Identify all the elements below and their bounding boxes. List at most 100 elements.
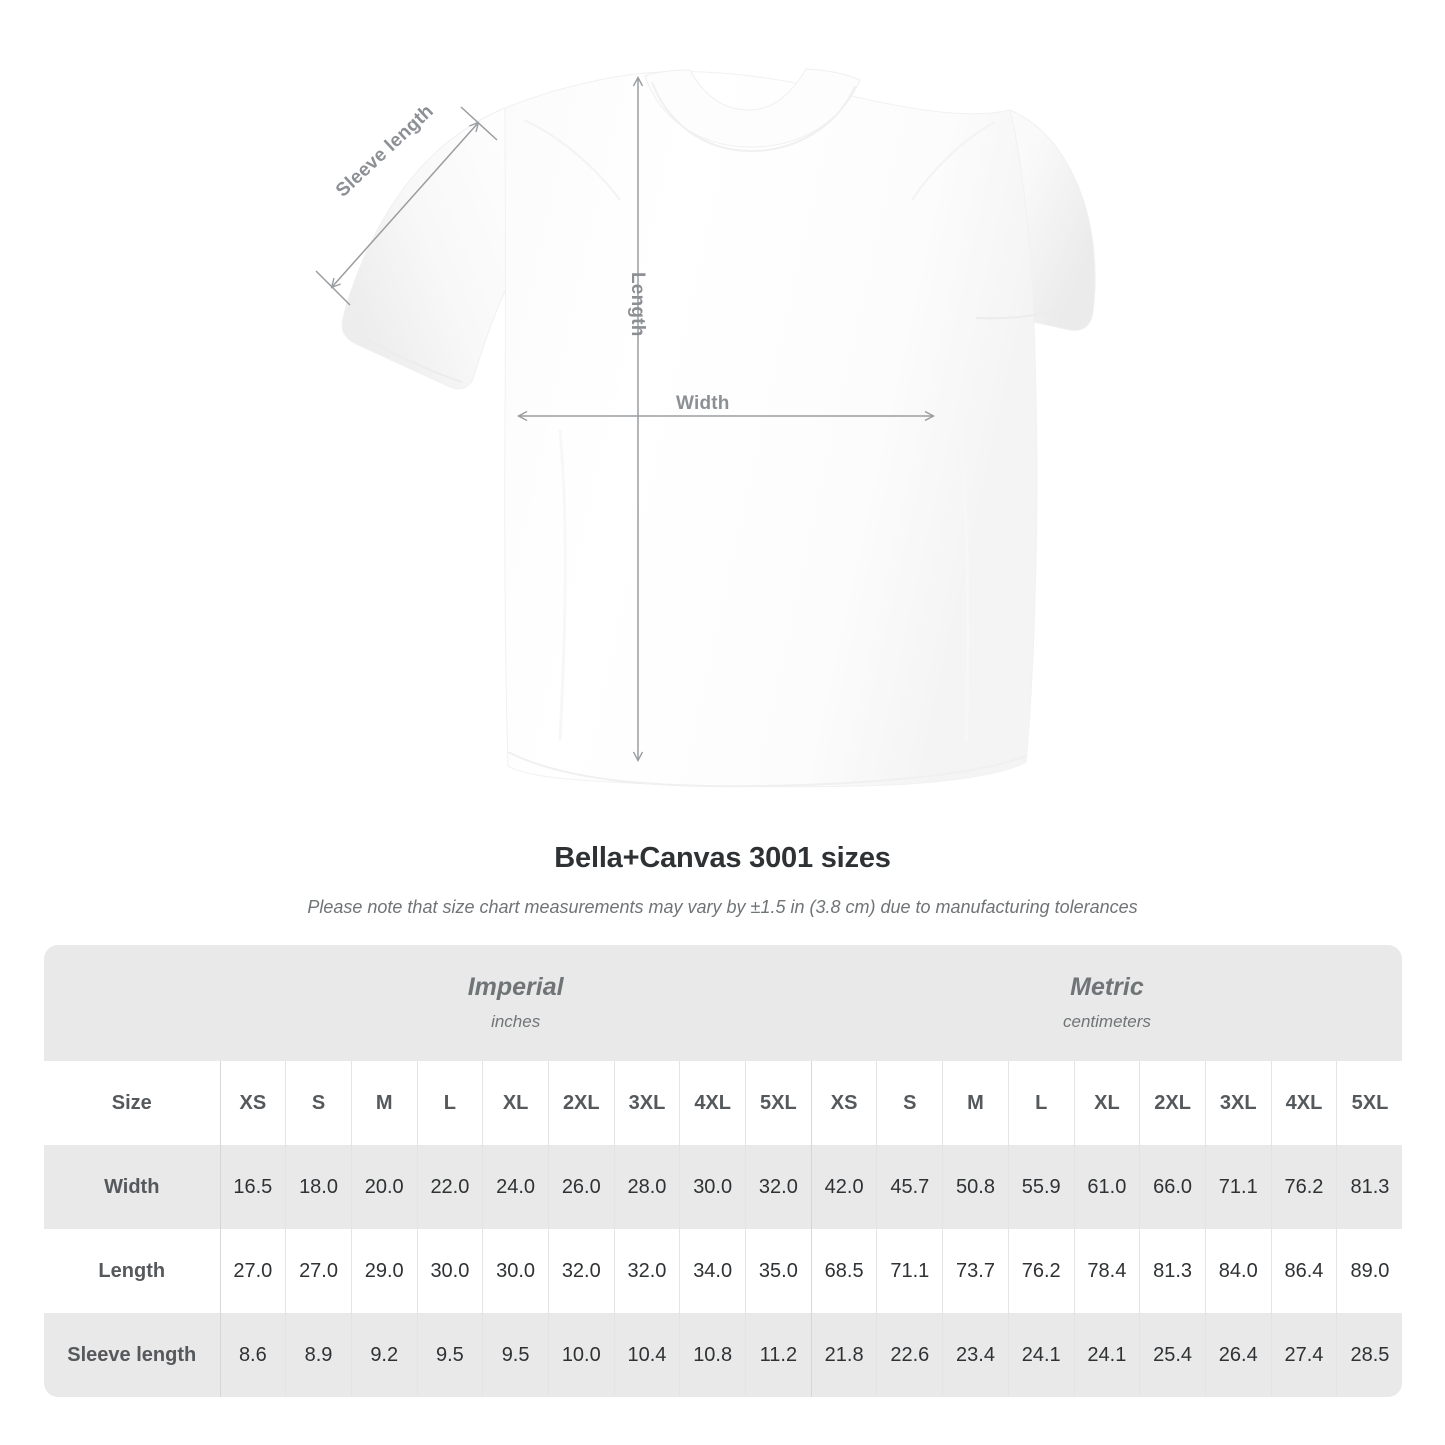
size-header-cell: 5XL xyxy=(1336,1061,1402,1145)
measurement-cell: 26.0 xyxy=(547,1145,615,1229)
size-header-cell: XS xyxy=(810,1061,877,1145)
measurement-row-label: Length xyxy=(44,1229,220,1313)
measurement-cell: 45.7 xyxy=(876,1145,943,1229)
table-row: Size XS S M L XL 2XL 3XL 4XL 5XL XS S M L XL 2XL 3XL 4XL 5… xyxy=(44,1061,1402,1145)
width-label: Width xyxy=(676,393,730,414)
tolerance-note: Please note that size chart measurements… xyxy=(307,897,1138,917)
measurement-cell: 9.5 xyxy=(482,1313,549,1397)
measurement-cell: 22.0 xyxy=(416,1145,483,1229)
measurement-cell: 27.0 xyxy=(219,1229,286,1313)
measurement-cell: 34.0 xyxy=(679,1229,746,1313)
measurement-cell: 26.4 xyxy=(1204,1313,1272,1397)
unit-header-row: Imperial inches Metric centimeters xyxy=(44,945,1402,1061)
size-header-cell: 2XL xyxy=(1139,1061,1206,1145)
measurement-cell: 71.1 xyxy=(876,1229,943,1313)
measurement-cell: 55.9 xyxy=(1007,1145,1075,1229)
measurement-cell: 16.5 xyxy=(219,1145,286,1229)
measurement-cell: 9.5 xyxy=(416,1313,483,1397)
measurement-cell: 32.0 xyxy=(745,1145,812,1229)
measurement-cell: 78.4 xyxy=(1073,1229,1140,1313)
measurement-row-label: Sleeve length xyxy=(44,1313,220,1397)
measurement-cell: 25.4 xyxy=(1139,1313,1206,1397)
measurement-cell: 71.1 xyxy=(1204,1145,1272,1229)
measurement-cell: 81.3 xyxy=(1139,1229,1206,1313)
table-row: Length 27.0 27.0 29.0 30.0 30.0 32.0 32.0 34.0 35… xyxy=(44,1229,1402,1313)
measurement-cell: 28.0 xyxy=(613,1145,680,1229)
measurement-cell: 50.8 xyxy=(942,1145,1009,1229)
measurement-cell: 24.0 xyxy=(482,1145,549,1229)
unit-header-spacer xyxy=(44,945,220,1061)
measurement-cell: 27.0 xyxy=(285,1229,352,1313)
tshirt-diagram: Sleeve length Length Width xyxy=(315,68,1096,788)
size-header-cell: XS xyxy=(219,1061,286,1145)
measurement-cell: 30.0 xyxy=(482,1229,549,1313)
measurement-cell: 11.2 xyxy=(745,1313,812,1397)
size-header-cell: L xyxy=(1007,1061,1075,1145)
measurement-cell: 73.7 xyxy=(942,1229,1009,1313)
measurement-cell: 24.1 xyxy=(1007,1313,1075,1397)
measurement-cell: 10.8 xyxy=(679,1313,746,1397)
size-chart-table: Imperial inches Metric centimeters Size X… xyxy=(44,945,1402,1397)
measurement-cell: 89.0 xyxy=(1336,1229,1402,1313)
measurement-cell: 76.2 xyxy=(1007,1229,1075,1313)
size-header-cell: 3XL xyxy=(1204,1061,1272,1145)
measurement-cell: 66.0 xyxy=(1139,1145,1206,1229)
size-header-cell: XL xyxy=(1073,1061,1140,1145)
measurement-arrows xyxy=(315,76,935,762)
measurement-cell: 86.4 xyxy=(1270,1229,1337,1313)
measurement-cell: 61.0 xyxy=(1073,1145,1140,1229)
title-block: Bella+Canvas 3001 sizes Please note that… xyxy=(0,842,1445,918)
measurement-cell: 8.6 xyxy=(219,1313,286,1397)
sleeve-tick-bottom xyxy=(315,270,351,306)
measurement-cell: 81.3 xyxy=(1336,1145,1402,1229)
size-header-cell: XL xyxy=(482,1061,549,1145)
length-label: Length xyxy=(627,272,648,337)
size-header-cell: 3XL xyxy=(613,1061,680,1145)
size-column-header: Size xyxy=(44,1061,220,1145)
measurement-cell: 32.0 xyxy=(613,1229,680,1313)
size-header-cell: S xyxy=(285,1061,352,1145)
imperial-system-label: Imperial xyxy=(467,972,564,1001)
size-header-cell: 4XL xyxy=(1270,1061,1337,1145)
sleeve-length-arrow xyxy=(330,121,480,289)
measurement-cell: 23.4 xyxy=(942,1313,1009,1397)
measurement-cell: 68.5 xyxy=(810,1229,877,1313)
imperial-measure-label: inches xyxy=(491,1012,541,1032)
size-header-cell: L xyxy=(416,1061,483,1145)
measurement-cell: 35.0 xyxy=(745,1229,812,1313)
measurement-cell: 10.0 xyxy=(547,1313,615,1397)
metric-unit-header: Metric centimeters xyxy=(811,945,1402,1061)
measurement-cell: 32.0 xyxy=(547,1229,615,1313)
size-header-cell: 4XL xyxy=(679,1061,746,1145)
size-header-cell: S xyxy=(876,1061,943,1145)
measurement-cell: 21.8 xyxy=(810,1313,877,1397)
shirt-shape xyxy=(341,68,1096,788)
measurement-cell: 84.0 xyxy=(1204,1229,1272,1313)
measurement-cell: 42.0 xyxy=(810,1145,877,1229)
measurement-cell: 8.9 xyxy=(285,1313,352,1397)
measurement-cell: 28.5 xyxy=(1336,1313,1402,1397)
tshirt-illustration xyxy=(315,68,1096,788)
size-header-cell: 5XL xyxy=(745,1061,812,1145)
measurement-cell: 22.6 xyxy=(876,1313,943,1397)
imperial-unit-header: Imperial inches xyxy=(220,945,812,1061)
measurement-cell: 27.4 xyxy=(1270,1313,1337,1397)
measurement-cell: 24.1 xyxy=(1073,1313,1140,1397)
metric-system-label: Metric xyxy=(1070,972,1144,1001)
measurement-cell: 20.0 xyxy=(350,1145,418,1229)
table-row: Width 16.5 18.0 20.0 22.0 24.0 26.0 28.0 30.0 32.… xyxy=(44,1145,1402,1229)
page-title: Bella+Canvas 3001 sizes xyxy=(554,842,891,874)
measurement-cell: 30.0 xyxy=(416,1229,483,1313)
measurement-cell: 18.0 xyxy=(285,1145,352,1229)
size-header-cell: M xyxy=(942,1061,1009,1145)
sleeve-tick-top xyxy=(460,106,498,141)
metric-measure-label: centimeters xyxy=(1063,1012,1151,1032)
measurement-cell: 9.2 xyxy=(350,1313,418,1397)
measurement-row-label: Width xyxy=(44,1145,220,1229)
size-chart-table-container: Imperial inches Metric centimeters Size X… xyxy=(44,945,1402,1397)
measurement-cell: 29.0 xyxy=(350,1229,418,1313)
size-header-cell: 2XL xyxy=(547,1061,615,1145)
measurement-cell: 76.2 xyxy=(1270,1145,1337,1229)
size-header-cell: M xyxy=(350,1061,418,1145)
table-row: Sleeve length 8.6 8.9 9.2 9.5 9.5 10.0 10.4 10.8… xyxy=(44,1313,1402,1397)
